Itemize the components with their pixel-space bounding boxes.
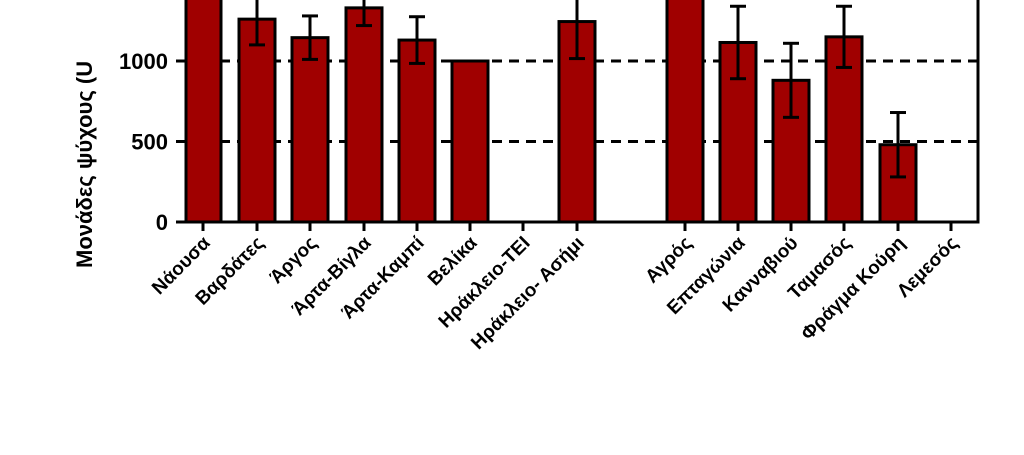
error-bar <box>249 0 265 47</box>
x-axis-labels: ΝάουσαΒαρδάτεςΆργοςΆρτα-ΒίγλαΆρτα-ΚαμπίΒ… <box>148 222 963 354</box>
x-tick-label: Ηράκλειο-ΤΕΙ <box>435 233 535 333</box>
bar <box>290 36 330 222</box>
bar <box>824 35 864 222</box>
error-bar <box>356 0 372 28</box>
y-axis-ticks: 0 500 1000 <box>119 49 186 235</box>
bar <box>185 0 223 222</box>
bar <box>450 59 490 222</box>
axes <box>184 0 980 224</box>
error-bar <box>302 14 318 61</box>
bar <box>237 17 277 222</box>
error-bar <box>409 15 425 65</box>
error-bar <box>890 111 906 179</box>
error-bar <box>730 4 746 81</box>
bar <box>344 6 384 222</box>
y-tick-label: 500 <box>131 130 168 155</box>
bar <box>665 0 705 222</box>
error-bar <box>569 0 585 61</box>
bar <box>397 38 437 222</box>
error-bar <box>783 41 799 119</box>
y-tick-label: 0 <box>156 210 168 235</box>
y-tick-label: 1000 <box>119 49 168 74</box>
bars <box>185 0 918 222</box>
error-bar <box>836 4 852 69</box>
error-bars <box>249 0 906 179</box>
y-axis-label: Μονάδες ψύχους (U <box>72 61 97 268</box>
